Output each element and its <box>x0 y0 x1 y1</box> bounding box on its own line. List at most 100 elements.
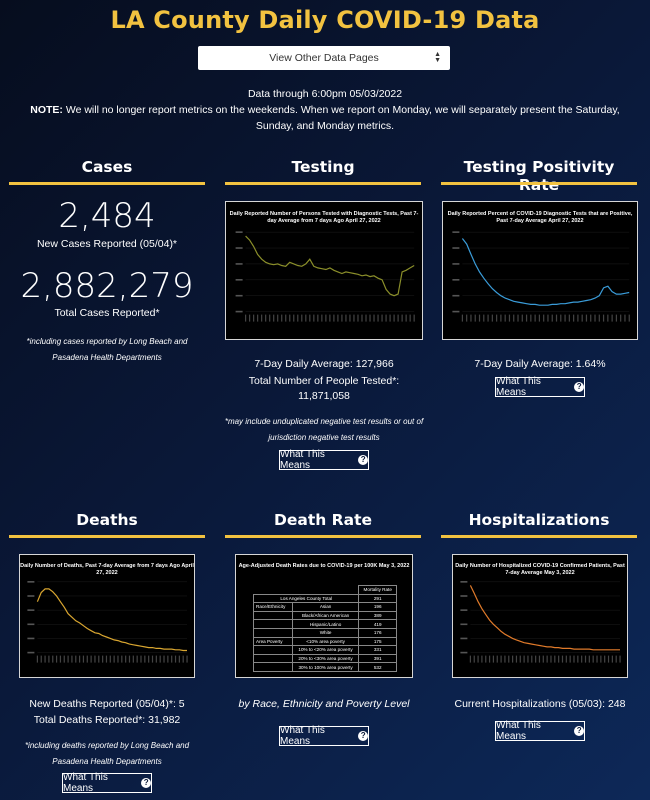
death-rate-chart[interactable]: Age-Adjusted Death Rates due to COVID-19… <box>235 554 413 678</box>
data-pages-select[interactable]: View Other Data Pages ▲ ▼ <box>198 46 450 70</box>
deaths-chart[interactable]: Daily Number of Deaths, Past 7-day Avera… <box>19 554 195 678</box>
x-tick <box>269 314 271 322</box>
select-caret-icon: ▲ ▼ <box>434 51 441 64</box>
x-tick <box>325 314 327 322</box>
row-group <box>253 619 293 629</box>
x-tick <box>36 655 38 663</box>
hospitalizations-what-this-means-button[interactable]: What This Means? <box>495 720 585 742</box>
y-tick <box>460 595 468 597</box>
y-tick <box>460 623 468 626</box>
x-tick <box>547 314 549 322</box>
positivity-chart[interactable]: Daily Reported Percent of COVID-19 Diagn… <box>442 201 638 340</box>
x-tick <box>361 314 363 322</box>
x-tick <box>538 314 541 322</box>
x-tick <box>594 314 596 322</box>
x-tick <box>624 314 626 322</box>
x-tick <box>345 314 347 322</box>
x-tick <box>182 655 184 663</box>
positivity-what-this-means-button[interactable]: What This Means? <box>495 376 585 398</box>
x-tick <box>309 314 311 322</box>
x-tick <box>113 655 115 663</box>
hospitalizations-chart[interactable]: Daily Number of Hospitalized COVID-19 Co… <box>452 554 628 678</box>
x-tick <box>132 655 134 663</box>
series-line <box>461 238 630 306</box>
testing-what-this-means-button[interactable]: What This Means? <box>279 449 369 471</box>
x-tick <box>600 655 602 663</box>
x-tick <box>75 655 77 663</box>
x-tick <box>473 655 475 663</box>
table-row: Black/African American 389 <box>253 610 397 621</box>
x-tick <box>293 314 295 322</box>
line-chart-svg <box>460 581 621 663</box>
x-tick <box>521 314 523 322</box>
x-tick <box>148 655 150 663</box>
x-tick <box>577 655 579 663</box>
button-label: What This Means <box>496 376 541 398</box>
row-value: 331 <box>358 645 397 655</box>
x-tick <box>523 655 525 663</box>
x-tick <box>313 314 315 322</box>
deaths-footnote: *including deaths reported by Long Beach… <box>24 741 190 766</box>
x-tick <box>628 314 630 322</box>
x-tick <box>607 655 610 663</box>
y-tick <box>235 247 243 249</box>
x-tick <box>44 655 46 663</box>
y-tick <box>452 231 460 233</box>
row-sub: Asian <box>291 602 360 612</box>
y-tick <box>27 595 35 597</box>
x-tick <box>289 314 291 322</box>
y-tick <box>235 310 243 313</box>
row-value: 175 <box>358 636 397 647</box>
x-tick <box>596 655 598 663</box>
testing-chart[interactable]: Daily Reported Number of Persons Tested … <box>225 201 423 340</box>
row-value: 419 <box>358 619 397 629</box>
x-tick <box>317 314 319 322</box>
x-tick <box>86 655 88 663</box>
x-tick <box>121 655 123 663</box>
x-tick <box>349 314 351 322</box>
x-tick <box>508 314 511 322</box>
x-tick <box>253 314 255 322</box>
cases-title: Cases <box>81 158 133 176</box>
x-tick <box>377 314 379 322</box>
x-tick <box>488 655 491 663</box>
x-tick <box>261 314 263 322</box>
x-tick <box>128 655 131 663</box>
row-value: 389 <box>358 610 397 621</box>
x-tick <box>393 314 395 322</box>
deaths-what-this-means-button[interactable]: What This Means? <box>62 772 152 794</box>
x-tick <box>413 314 415 322</box>
total-deaths-label: Total Deaths Reported*: 31,982 <box>33 714 181 726</box>
x-tick <box>619 655 621 663</box>
row-sub: 20% to <30% area poverty <box>291 653 360 664</box>
x-tick <box>542 655 544 663</box>
x-tick <box>59 655 62 663</box>
row-group <box>253 662 293 672</box>
x-tick <box>478 314 481 322</box>
x-tick <box>535 655 537 663</box>
x-tick <box>602 314 605 322</box>
cases-footnote: *including cases reported by Long Beach … <box>26 337 188 362</box>
x-tick <box>565 655 567 663</box>
death-rate-chart-title: Age-Adjusted Death Rates due to COVID-19… <box>238 563 410 569</box>
total-cases-value: 2,882,279 <box>20 266 194 306</box>
hospitalizations-rule <box>441 535 637 538</box>
x-tick <box>512 655 514 663</box>
table-row: Area Poverty <10% area poverty 175 <box>253 636 397 647</box>
x-tick <box>381 314 383 322</box>
header-mortality: Mortality Rate <box>358 585 397 595</box>
x-tick <box>144 655 146 663</box>
x-tick <box>496 655 498 663</box>
y-tick <box>460 651 468 654</box>
table-row: White 176 <box>253 627 397 638</box>
x-tick <box>52 655 54 663</box>
x-tick <box>285 314 287 322</box>
x-tick <box>525 314 528 322</box>
x-tick <box>615 314 618 322</box>
data-through: Data through 6:00pm 05/03/2022 <box>247 88 403 100</box>
row-group <box>253 645 293 655</box>
x-tick <box>277 314 279 322</box>
row-value: 196 <box>358 602 397 612</box>
table-row: Los Angeles County Total 291 <box>252 593 397 604</box>
death-rate-what-this-means-button[interactable]: What This Means? <box>279 725 369 747</box>
